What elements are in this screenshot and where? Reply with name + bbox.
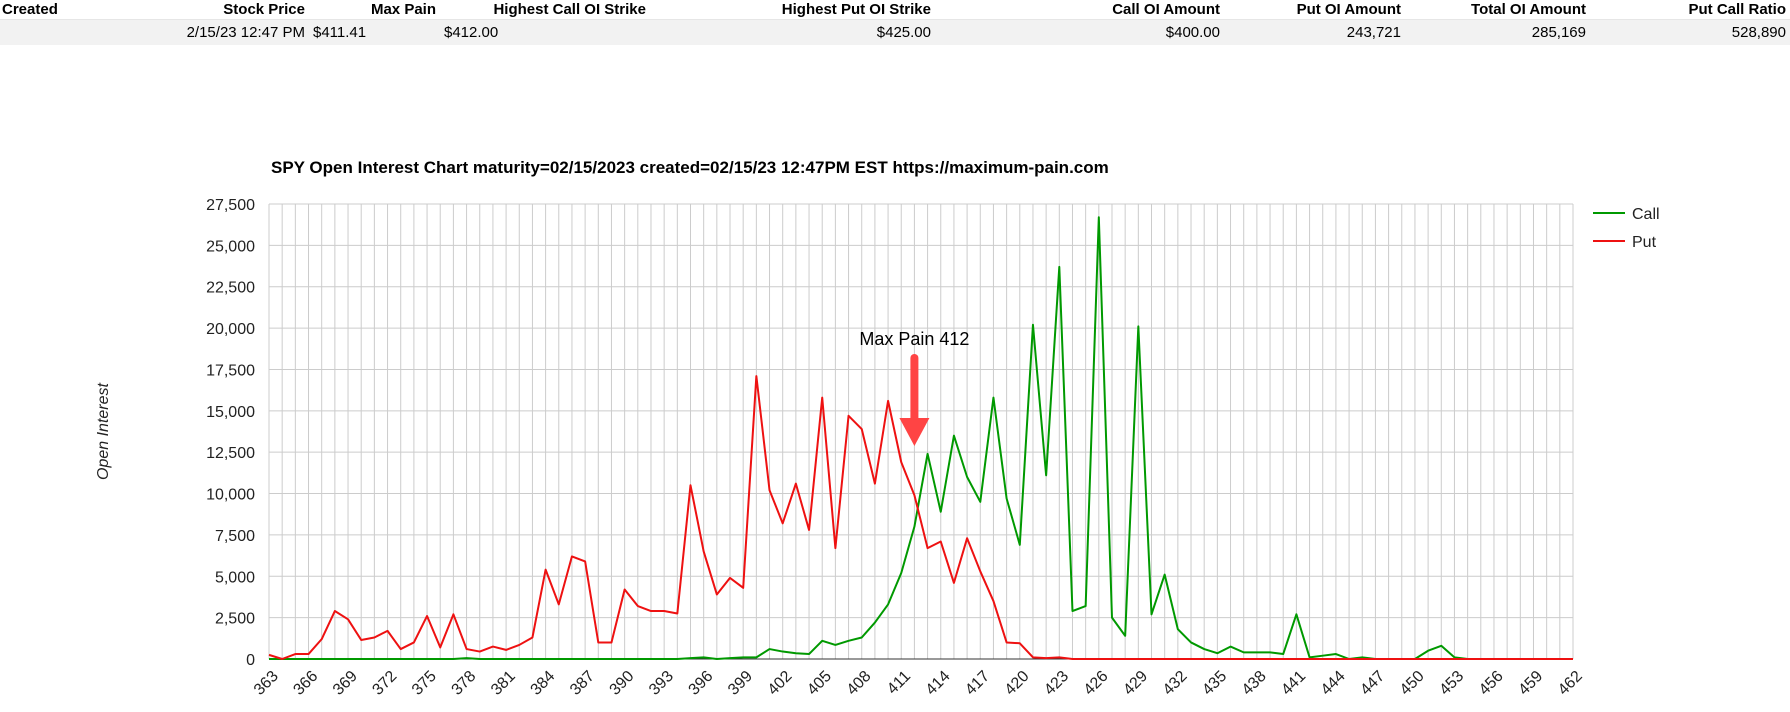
x-tick-label: 441 xyxy=(1278,668,1309,699)
open-interest-chart: 0 2,500 5,000 7,500 10,000 12,500 15,000 17,500… xyxy=(95,158,1660,699)
header-stock-price: Stock Price xyxy=(64,0,309,20)
header-highest-put-oi-strike: Highest Put OI Strike xyxy=(650,0,935,20)
value-highest-call-oi-strike: $425.00 xyxy=(650,19,935,45)
y-axis-label: Open Interest xyxy=(95,382,112,480)
y-tick-label: 2,500 xyxy=(215,611,255,628)
x-tick-label: 408 xyxy=(844,668,875,699)
header-call-oi-amount: Call OI Amount xyxy=(935,0,1224,20)
value-created: 2/15/23 12:47 PM xyxy=(0,19,309,45)
x-tick-label: 402 xyxy=(765,668,796,699)
x-tick-label: 366 xyxy=(290,668,321,699)
header-highest-call-oi-strike: Highest Call OI Strike xyxy=(440,0,650,20)
value-stock-price: $411.41 xyxy=(309,19,440,45)
y-tick-label: 7,500 xyxy=(215,528,255,545)
x-tick-label: 411 xyxy=(884,668,914,698)
x-tick-label: 363 xyxy=(251,668,282,699)
x-tick-label: 378 xyxy=(449,668,480,699)
x-tick-label: 420 xyxy=(1002,668,1033,699)
x-tick-label: 396 xyxy=(686,668,717,699)
x-tick-label: 417 xyxy=(962,668,993,699)
header-created: Created xyxy=(0,0,64,20)
value-max-pain: $412.00 xyxy=(440,19,650,45)
header-put-call-ratio: Put Call Ratio xyxy=(1590,0,1790,20)
y-tick-label: 27,500 xyxy=(206,197,255,214)
x-tick-label: 462 xyxy=(1555,668,1586,699)
x-tick-label: 432 xyxy=(1160,668,1191,699)
x-tick-label: 435 xyxy=(1199,668,1230,699)
series-line-call xyxy=(269,216,1573,660)
legend-label-put: Put xyxy=(1632,234,1657,251)
value-put-oi-amount: 285,169 xyxy=(1405,19,1590,45)
x-tick-label: 390 xyxy=(607,668,638,699)
x-tick-label: 384 xyxy=(528,668,559,699)
x-tick-label: 369 xyxy=(330,668,361,699)
x-tick-label: 459 xyxy=(1515,668,1546,699)
x-tick-label: 399 xyxy=(725,668,756,699)
x-tick-label: 387 xyxy=(567,668,598,699)
y-tick-label: 12,500 xyxy=(206,445,255,462)
summary-header-row: Created Stock Price Max Pain Highest Cal… xyxy=(0,0,1790,20)
value-call-oi-amount: 243,721 xyxy=(1224,19,1405,45)
x-tick-label: 414 xyxy=(923,668,954,699)
y-tick-label: 0 xyxy=(246,652,255,669)
header-total-oi-amount: Total OI Amount xyxy=(1405,0,1590,20)
x-tick-label: 429 xyxy=(1120,668,1151,699)
x-tick-label: 405 xyxy=(804,668,835,699)
x-tick-label: 426 xyxy=(1081,668,1112,699)
header-put-oi-amount: Put OI Amount xyxy=(1224,0,1405,20)
x-tick-label: 444 xyxy=(1318,668,1349,699)
value-highest-put-oi-strike: $400.00 xyxy=(935,19,1224,45)
legend-label-call: Call xyxy=(1632,206,1660,223)
x-tick-label: 447 xyxy=(1357,668,1388,699)
series-line-put xyxy=(268,375,1573,660)
y-tick-label: 15,000 xyxy=(206,404,255,421)
y-tick-label: 5,000 xyxy=(215,569,255,586)
x-tick-label: 381 xyxy=(488,668,519,699)
summary-values-row: 2/15/23 12:47 PM $411.41 $412.00 $425.00… xyxy=(0,19,1790,45)
x-tick-label: 423 xyxy=(1041,668,1072,699)
x-tick-label: 453 xyxy=(1436,668,1467,699)
y-tick-label: 20,000 xyxy=(206,321,255,338)
x-tick-label: 438 xyxy=(1239,668,1270,699)
y-tick-label: 22,500 xyxy=(206,280,255,297)
x-tick-label: 450 xyxy=(1397,668,1428,699)
summary-table: Created Stock Price Max Pain Highest Cal… xyxy=(0,0,1790,45)
y-tick-label: 17,500 xyxy=(206,362,255,379)
max-pain-arrow-head xyxy=(899,418,930,446)
max-pain-annotation-label: Max Pain 412 xyxy=(859,329,969,349)
header-max-pain: Max Pain xyxy=(309,0,440,20)
value-total-oi-amount: 528,890 xyxy=(1590,19,1790,45)
x-tick-label: 375 xyxy=(409,668,440,699)
y-tick-label: 25,000 xyxy=(206,238,255,255)
y-tick-label: 10,000 xyxy=(206,487,255,504)
x-tick-label: 456 xyxy=(1476,668,1507,699)
x-tick-label: 393 xyxy=(646,668,677,699)
chart-title: SPY Open Interest Chart maturity=02/15/2… xyxy=(271,158,1109,177)
x-tick-label: 372 xyxy=(369,668,400,699)
